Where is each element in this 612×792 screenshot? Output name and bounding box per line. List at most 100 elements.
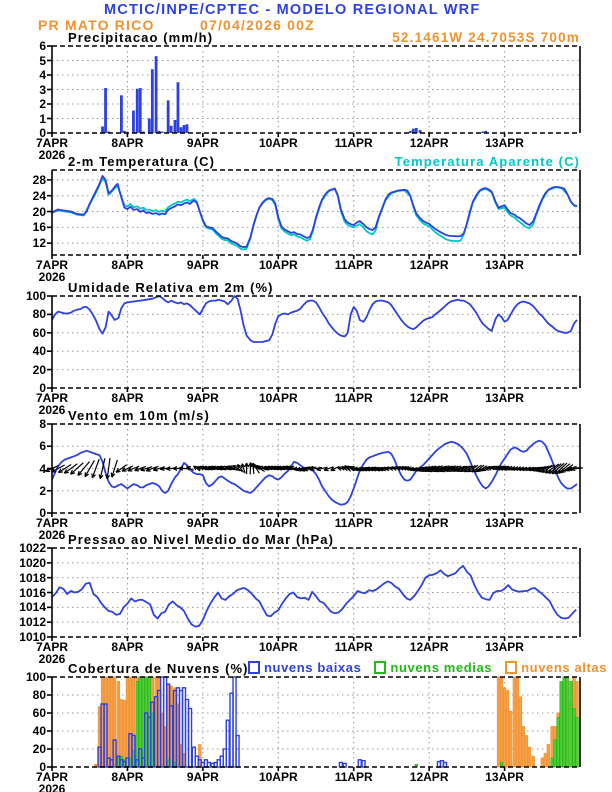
x-tick-label: 7APR: [35, 770, 68, 784]
x-tick-label: 13APR: [485, 258, 524, 272]
y-tick-label: 12: [32, 236, 46, 251]
y-tick-label: 1014: [19, 600, 46, 615]
panel-title-pressure: Pressao ao Nivel Medio do Mar (hPa): [68, 532, 335, 547]
y-tick-label: 40: [32, 724, 46, 738]
x-tick-label: 12APR: [409, 516, 449, 530]
x-tick-label: 9APR: [186, 770, 219, 784]
x-tick-label: 10APR: [258, 391, 298, 405]
y-tick-label: 4: [39, 68, 46, 82]
y-tick-label: 1012: [19, 615, 46, 630]
x-tick-label: 8APR: [111, 391, 144, 405]
legend-label-low-clouds: nuvens baixas: [264, 660, 362, 675]
panel-title-precipitation: Precipitacao (mm/h): [68, 30, 214, 45]
y-tick-label: 1: [39, 111, 46, 126]
y-tick-label: 8: [39, 417, 46, 431]
x-tick-label: 10APR: [258, 136, 298, 150]
y-tick-label: 0: [39, 506, 46, 520]
x-axis-year-label: 2026: [38, 148, 66, 162]
y-tick-label: 60: [32, 325, 46, 340]
x-tick-label: 13APR: [485, 391, 524, 405]
legend-item-mid-clouds: nuvens medias: [374, 660, 492, 675]
x-tick-label: 13APR: [485, 516, 524, 530]
y-tick-label: 1018: [19, 570, 46, 585]
x-tick-label: 11APR: [334, 136, 373, 150]
y-tick-label: 60: [32, 706, 46, 720]
y-tick-label: 6: [39, 39, 46, 53]
x-axis-year-label: 2026: [38, 403, 66, 417]
x-tick-label: 11APR: [334, 391, 373, 405]
x-tick-label: 9APR: [186, 640, 219, 654]
x-tick-label: 8APR: [111, 136, 144, 150]
y-tick-label: 3: [39, 82, 46, 97]
panel-title-wind: Vento em 10m (m/s): [68, 408, 210, 423]
x-tick-label: 11APR: [334, 770, 373, 784]
run-datetime: 07/04/2026 00Z: [200, 17, 315, 33]
x-tick-label: 9APR: [186, 516, 219, 530]
x-tick-label: 9APR: [186, 391, 219, 405]
y-tick-label: 0: [39, 760, 46, 774]
y-tick-label: 1020: [19, 555, 46, 570]
cloud-legend: nuvens baixas nuvens medias nuvens altas: [248, 660, 607, 675]
x-tick-label: 13APR: [485, 640, 524, 654]
high-clouds-square-icon: [505, 661, 518, 674]
y-tick-label: 100: [25, 289, 46, 303]
panel-title-temperature: 2-m Temperatura (C): [68, 154, 216, 169]
y-tick-label: 24: [32, 188, 46, 203]
x-tick-label: 7APR: [35, 258, 68, 272]
x-tick-label: 13APR: [485, 136, 524, 150]
y-tick-label: 40: [32, 344, 46, 359]
x-tick-label: 8APR: [111, 516, 144, 530]
x-tick-label: 10APR: [258, 516, 298, 530]
x-tick-label: 7APR: [35, 391, 68, 405]
x-tick-label: 8APR: [111, 258, 144, 272]
y-tick-label: 2: [39, 97, 46, 111]
x-tick-label: 10APR: [258, 770, 298, 784]
panel-title-clouds: Cobertura de Nuvens (%): [68, 661, 249, 676]
x-tick-label: 13APR: [485, 770, 524, 784]
y-tick-label: 4: [39, 461, 46, 476]
x-tick-label: 10APR: [258, 258, 298, 272]
legend-label-mid-clouds: nuvens medias: [390, 660, 493, 675]
x-axis-year-label: 2026: [38, 528, 66, 542]
x-tick-label: 11APR: [334, 640, 373, 654]
x-tick-label: 11APR: [334, 258, 373, 272]
y-tick-label: 20: [32, 742, 46, 756]
x-axis-year-label: 2026: [38, 652, 66, 666]
x-tick-label: 8APR: [111, 640, 144, 654]
legend-label-high-clouds: nuvens altas: [521, 660, 608, 675]
station-name: PR MATO RICO: [38, 17, 155, 33]
page-title: MCTIC/INPE/CPTEC - MODELO REGIONAL WRF: [104, 2, 481, 18]
station-coordinates: 52.1461W 24.7053S 700m: [392, 30, 580, 45]
x-axis-year-label: 2026: [38, 782, 66, 792]
y-tick-label: 80: [32, 688, 46, 702]
x-tick-label: 9APR: [186, 136, 219, 150]
legend-item-high-clouds: nuvens altas: [505, 660, 607, 675]
x-tick-label: 7APR: [35, 136, 68, 150]
y-tick-label: 20: [32, 204, 46, 219]
x-axis-year-label: 2026: [38, 270, 66, 284]
y-tick-label: 0: [39, 381, 46, 395]
y-tick-label: 5: [39, 53, 46, 68]
y-tick-label: 0: [39, 126, 46, 140]
x-tick-label: 10APR: [258, 640, 298, 654]
x-tick-label: 12APR: [409, 770, 449, 784]
x-tick-label: 12APR: [409, 258, 449, 272]
y-tick-label: 1010: [19, 630, 46, 644]
x-tick-label: 9APR: [186, 258, 219, 272]
panel-title-apparent-temperature: Temperatura Aparente (C): [394, 154, 580, 169]
x-tick-label: 12APR: [409, 391, 449, 405]
y-tick-label: 6: [39, 439, 46, 454]
legend-item-low-clouds: nuvens baixas: [248, 660, 361, 675]
x-tick-label: 12APR: [409, 640, 449, 654]
y-tick-label: 16: [32, 220, 46, 235]
mid-clouds-square-icon: [374, 661, 387, 674]
y-tick-label: 28: [32, 172, 46, 187]
y-tick-label: 80: [32, 307, 46, 322]
y-tick-label: 2: [39, 483, 46, 498]
y-tick-label: 20: [32, 362, 46, 377]
panel-title-humidity: Umidade Relativa em 2m (%): [68, 280, 274, 295]
y-tick-label: 1016: [19, 585, 46, 600]
x-tick-label: 7APR: [35, 516, 68, 530]
